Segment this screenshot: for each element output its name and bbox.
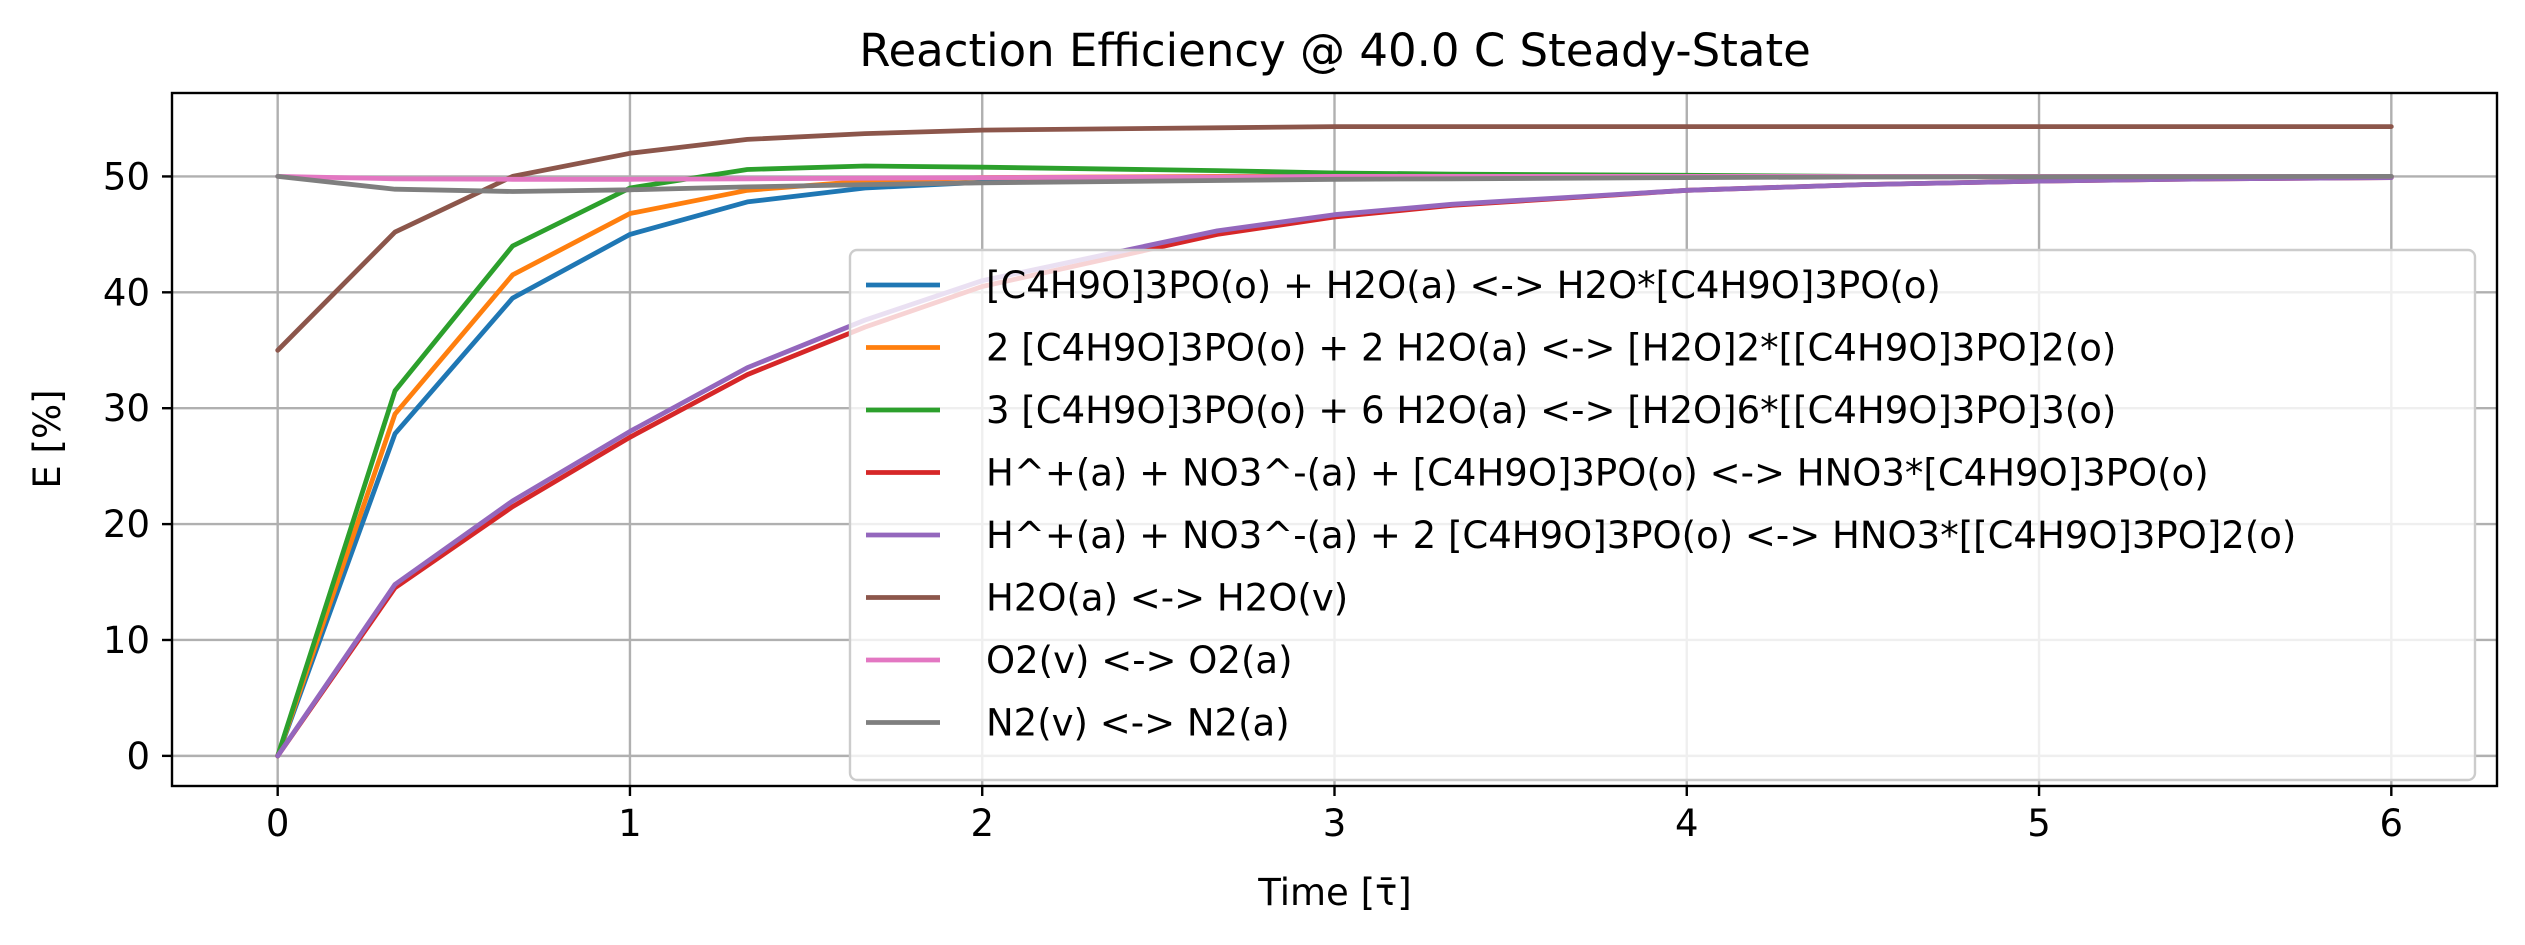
x-tick-label: 5 [2027, 802, 2051, 845]
legend: [C4H9O]3PO(o) + H2O(a) <-> H2O*[C4H9O]3P… [848, 248, 2477, 782]
x-tick-label: 2 [970, 802, 994, 845]
legend-entry-label: H^+(a) + NO3^-(a) + [C4H9O]3PO(o) <-> HN… [986, 452, 2209, 495]
y-axis-label: E [%] [26, 389, 69, 488]
y-tick-label: 0 [126, 735, 150, 778]
legend-entry-label: [C4H9O]3PO(o) + H2O(a) <-> H2O*[C4H9O]3P… [986, 264, 1941, 307]
series-line-6 [275, 124, 2394, 353]
legend-entry-label: H^+(a) + NO3^-(a) + 2 [C4H9O]3PO(o) <-> … [986, 514, 2296, 557]
chart-title: Reaction Efficiency @ 40.0 C Steady-Stat… [859, 24, 1811, 77]
y-tick-label: 50 [103, 155, 150, 198]
y-axis-ticks: 0 10 20 30 40 50 [103, 155, 172, 778]
legend-entry-label: H2O(a) <-> H2O(v) [986, 577, 1348, 620]
series-line-5 [275, 175, 2394, 759]
legend-box [848, 248, 2477, 782]
x-tick-label: 0 [266, 802, 290, 845]
series-group [275, 124, 2394, 759]
legend-entry-label: O2(v) <-> O2(a) [986, 639, 1293, 682]
x-tick-label: 6 [2380, 802, 2404, 845]
legend-entry-label: 3 [C4H9O]3PO(o) + 6 H2O(a) <-> [H2O]6*[[… [986, 389, 2116, 432]
y-tick-label: 10 [103, 619, 150, 662]
y-tick-label: 40 [103, 271, 150, 314]
legend-entry-label: 2 [C4H9O]3PO(o) + 2 H2O(a) <-> [H2O]2*[[… [986, 327, 2116, 370]
x-axis-ticks: 0 1 2 3 4 5 6 [266, 786, 2403, 845]
x-tick-label: 1 [618, 802, 642, 845]
plot-area: 0 1 2 3 4 5 6 0 10 20 30 40 50 [C4H9O]3PO(o) + H2O(a)… [103, 91, 2499, 845]
x-tick-label: 4 [1675, 802, 1699, 845]
x-axis-label: Time [τ̄] [1257, 871, 1411, 914]
y-tick-label: 20 [103, 503, 150, 546]
series-line-8 [275, 173, 2394, 194]
legend-entry-label: N2(v) <-> N2(a) [986, 702, 1290, 745]
x-tick-label: 3 [1323, 802, 1347, 845]
y-tick-label: 30 [103, 387, 150, 430]
